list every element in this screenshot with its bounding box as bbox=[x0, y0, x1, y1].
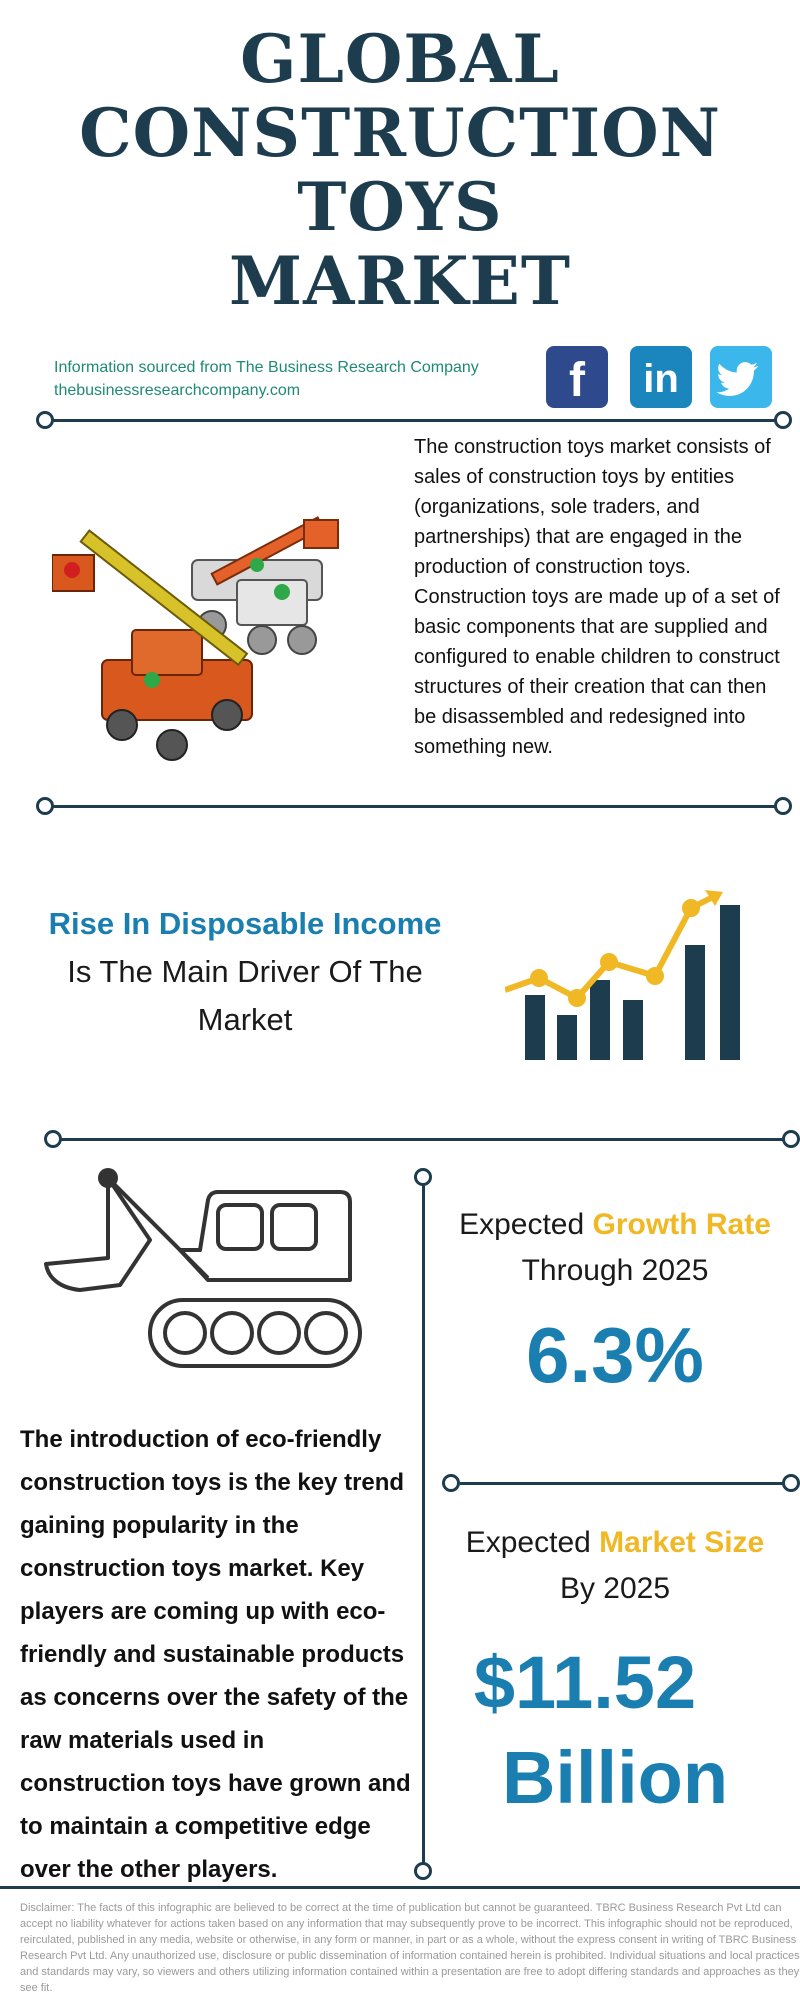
market-description: The construction toys market consists of… bbox=[414, 436, 780, 758]
growth-rate-value: 6.3% bbox=[526, 1311, 704, 1399]
divider-node bbox=[782, 1474, 800, 1492]
divider-node bbox=[36, 797, 54, 815]
divider-node bbox=[782, 1130, 800, 1148]
market-size-highlight: Market Size bbox=[599, 1526, 765, 1559]
divider-node bbox=[44, 1130, 62, 1148]
divider-node bbox=[414, 1168, 432, 1186]
construction-toy-illustration bbox=[52, 516, 339, 761]
divider-node bbox=[36, 411, 54, 429]
orange-crane-toy bbox=[52, 529, 253, 761]
facebook-glyph: f bbox=[569, 354, 586, 407]
divider bbox=[460, 1482, 792, 1485]
title-line-4: MARKET bbox=[229, 242, 571, 320]
market-size-value: $11.52 bbox=[473, 1641, 697, 1724]
grey-crane-toy bbox=[191, 516, 339, 655]
twitter-icon[interactable] bbox=[710, 346, 772, 408]
divider bbox=[44, 419, 784, 422]
driver-text: Is The Main Driver Of The Market bbox=[67, 954, 423, 1037]
market-size-suffix: By 2025 bbox=[559, 1572, 671, 1605]
divider-node bbox=[774, 411, 792, 429]
divider-node bbox=[442, 1474, 460, 1492]
facebook-icon[interactable]: f bbox=[546, 346, 608, 408]
growth-rate-heading: Expected Growth Rate Through 2025 bbox=[430, 1202, 800, 1294]
divider bbox=[44, 805, 784, 808]
market-size-unit: Billion bbox=[501, 1736, 729, 1819]
divider bbox=[52, 1138, 792, 1141]
growth-highlight: Growth Rate bbox=[592, 1208, 771, 1241]
excavator-icon bbox=[44, 1168, 362, 1368]
growth-suffix: Through 2025 bbox=[521, 1254, 709, 1287]
market-size-heading: Expected Market Size By 2025 bbox=[430, 1520, 800, 1612]
market-driver: Rise In Disposable Income Is The Main Dr… bbox=[40, 900, 450, 1044]
title-line-3: TOYS bbox=[297, 168, 503, 246]
divider-node bbox=[774, 797, 792, 815]
divider-node bbox=[414, 1862, 432, 1880]
market-size-prefix: Expected bbox=[465, 1526, 591, 1559]
title-line-2: CONSTRUCTION bbox=[79, 94, 721, 172]
source-info: Information sourced from The Business Re… bbox=[54, 356, 479, 402]
linkedin-icon[interactable]: in bbox=[630, 346, 692, 408]
source-url-link[interactable]: thebusinessresearchcompany.com bbox=[54, 382, 301, 399]
driver-highlight: Rise In Disposable Income bbox=[48, 906, 442, 941]
disclaimer-text: Disclaimer: The facts of this infographi… bbox=[20, 1902, 800, 1994]
footer-divider bbox=[0, 1886, 800, 1889]
page-title: GLOBAL CONSTRUCTION TOYS MARKET bbox=[0, 22, 800, 318]
growth-chart-icon bbox=[505, 890, 740, 1060]
linkedin-glyph: in bbox=[643, 357, 679, 401]
source-line: Information sourced from The Business Re… bbox=[54, 359, 479, 376]
title-line-1: GLOBAL bbox=[240, 20, 560, 98]
key-trend-text: The introduction of eco-friendly constru… bbox=[20, 1426, 411, 1883]
vertical-divider bbox=[422, 1185, 425, 1865]
growth-prefix: Expected bbox=[459, 1208, 585, 1241]
